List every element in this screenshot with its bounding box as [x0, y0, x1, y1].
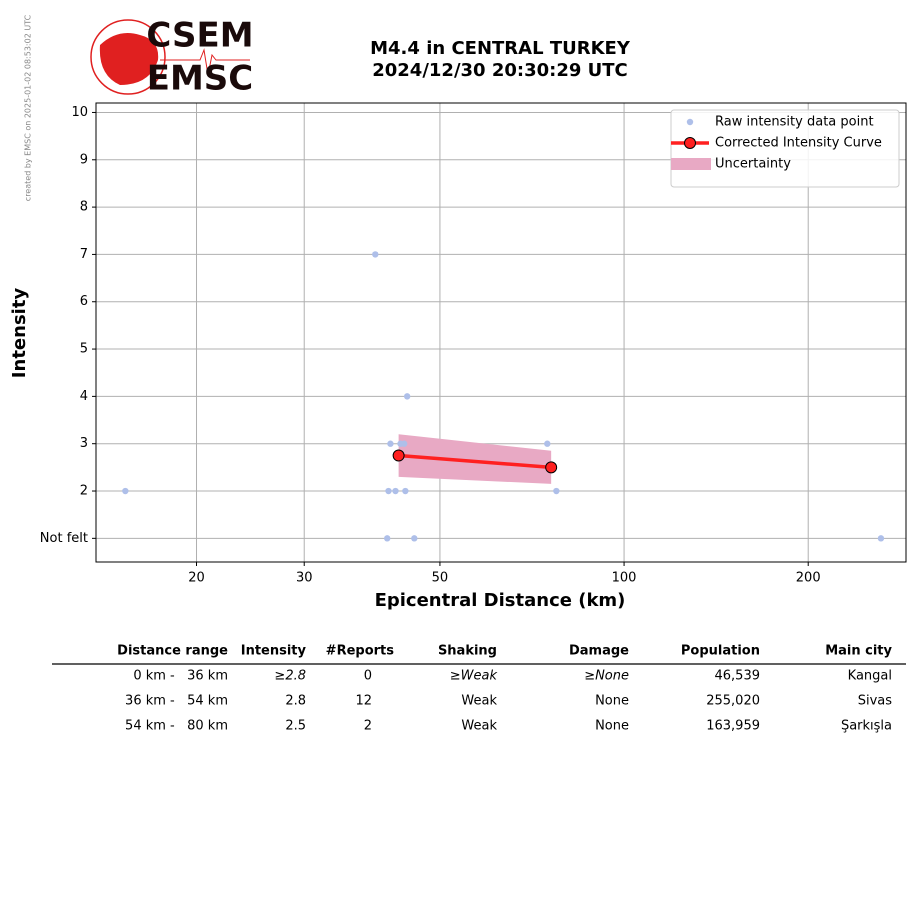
- table-header: Main city: [825, 644, 892, 659]
- table-cell: ≥2.8: [274, 669, 306, 684]
- table-header: Distance range: [117, 644, 228, 659]
- table-cell: 0: [364, 669, 372, 684]
- y-tick-label: 5: [80, 342, 88, 357]
- data-point: [392, 487, 399, 495]
- chart-title: M4.4 in CENTRAL TURKEY: [370, 38, 631, 59]
- data-point: [544, 440, 551, 447]
- legend-marker: [671, 158, 711, 170]
- legend-label: Raw intensity data point: [715, 115, 874, 130]
- table-cell: 255,020: [706, 694, 760, 709]
- x-tick-label: 200: [796, 571, 821, 586]
- table-cell: 12: [355, 694, 372, 709]
- table-cell: 54 km - 80 km: [125, 719, 228, 734]
- logo: CSEM EMSC: [90, 16, 254, 99]
- x-axis-label: Epicentral Distance (km): [375, 590, 626, 611]
- credit: created by EMSC on 2025-01-02 08:53:02 U…: [24, 14, 33, 201]
- curve-marker: [545, 461, 558, 474]
- logo-text: CSEM: [146, 16, 253, 56]
- x-tick-label: 100: [612, 571, 637, 586]
- plot-area: 20 30 50 100 200 Not felt 2 3 4 5 6 7 8 9 10: [40, 102, 907, 586]
- y-tick-label: 2: [80, 484, 88, 499]
- table-cell: 163,959: [706, 719, 760, 734]
- table: Distance range Intensity #Reports Shaking Da…: [52, 644, 906, 734]
- legend-marker: [684, 137, 696, 149]
- y-tick-label: 3: [80, 436, 88, 451]
- legend-label: Corrected Intensity Curve: [715, 136, 882, 151]
- y-tick-label: 8: [80, 200, 88, 215]
- table-cell: None: [595, 719, 629, 734]
- table-cell: Weak: [461, 694, 497, 709]
- y-tick-label: 6: [80, 294, 88, 309]
- table-cell: 2.8: [285, 694, 306, 709]
- table-cell: Sivas: [858, 694, 893, 709]
- uncertainty-band: [398, 434, 552, 484]
- table-cell: ≥Weak: [450, 669, 498, 684]
- data-point: [385, 487, 392, 495]
- table-cell: 2.5: [285, 719, 306, 734]
- data-point: [553, 487, 560, 495]
- table-header: Shaking: [438, 644, 497, 659]
- data-point: [877, 535, 885, 542]
- data-point: [411, 535, 418, 542]
- table-cell: Kangal: [848, 669, 892, 684]
- data-point: [403, 393, 411, 400]
- logo-text: EMSC: [147, 59, 254, 99]
- x-tick-label: 50: [432, 571, 449, 586]
- table-header: Damage: [569, 644, 629, 659]
- data-point: [402, 487, 409, 495]
- x-tick-label: 30: [296, 571, 313, 586]
- y-tick-label: 9: [80, 152, 88, 167]
- table-cell: 46,539: [715, 669, 761, 684]
- table-cell: 0 km - 36 km: [133, 669, 228, 684]
- plot-frame: [95, 102, 907, 563]
- y-tick-label: 10: [71, 105, 88, 120]
- legend-label: Uncertainty: [715, 157, 791, 172]
- legend: Raw intensity data point Corrected Intens…: [670, 109, 900, 188]
- y-tick-label: 4: [80, 389, 88, 404]
- logo-wave: [160, 48, 250, 76]
- logo-map: [99, 32, 159, 85]
- curve-marker: [392, 449, 405, 462]
- data-point: [122, 487, 129, 495]
- data-point: [400, 440, 408, 447]
- table-cell: Şarkışla: [841, 719, 892, 734]
- y-tick-label: Not felt: [40, 531, 88, 546]
- table-cell: None: [595, 694, 629, 709]
- table-cell: Weak: [461, 719, 497, 734]
- table-cell: ≥None: [584, 669, 629, 684]
- data-point: [384, 535, 391, 542]
- table-header: Intensity: [241, 644, 307, 659]
- legend-marker: [686, 118, 694, 126]
- legend-box: [670, 109, 900, 188]
- table-cell: 36 km - 54 km: [125, 694, 228, 709]
- curve-line: [398, 453, 552, 470]
- x-tick-label: 20: [188, 571, 205, 586]
- data-point: [387, 440, 394, 447]
- table-cell: 2: [364, 719, 372, 734]
- chart-title: 2024/12/30 20:30:29 UTC: [372, 60, 628, 81]
- table-header: Population: [681, 644, 760, 659]
- data-point: [372, 251, 379, 258]
- y-tick-label: 7: [80, 247, 88, 262]
- logo-globe: [90, 19, 166, 95]
- table-header: #Reports: [326, 644, 395, 659]
- y-axis-label: Intensity: [9, 288, 30, 379]
